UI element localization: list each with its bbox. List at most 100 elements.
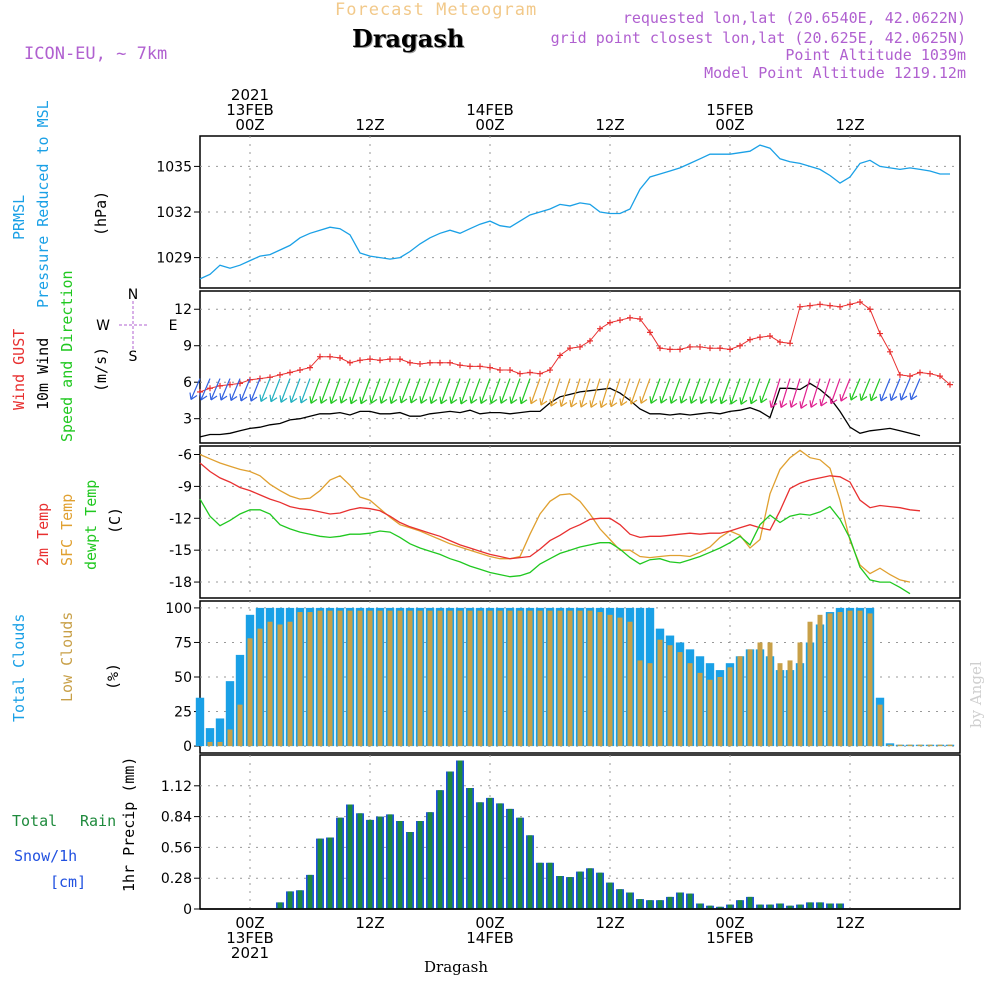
wind-arrowhead: [509, 396, 518, 405]
wind-arrowhead: [459, 396, 468, 405]
wind-direction-arrow: [210, 378, 221, 401]
rain-bar: [607, 882, 613, 909]
wind-gust-marker: [437, 359, 443, 366]
wind-direction-arrow: [430, 378, 441, 404]
wind-arrowhead: [429, 396, 438, 405]
rain-bar: [807, 902, 813, 909]
y-tick-label: -18: [169, 575, 192, 591]
low-cloud-bar: [787, 660, 793, 747]
precip-rain-label: Rain: [80, 812, 117, 830]
y-tick-label: 9: [183, 339, 192, 355]
wind-gust-marker: [857, 298, 863, 305]
rain-bar: [397, 821, 403, 909]
wind-arrowhead: [209, 392, 218, 401]
wind-arrowhead: [489, 396, 498, 405]
low-cloud-bar: [687, 663, 693, 747]
low-cloud-bar: [467, 610, 473, 747]
wind-arrowhead: [379, 396, 388, 404]
wind-direction-arrow: [360, 378, 371, 404]
wind-gust-marker: [337, 354, 343, 361]
low-cloud-bar: [877, 704, 883, 747]
wind-arrowhead: [359, 396, 368, 405]
wind-arrowhead: [909, 392, 918, 401]
wind-arrowhead: [329, 396, 338, 405]
bottom-time-label: 00Z: [475, 914, 504, 932]
low-cloud-bar: [817, 614, 823, 747]
wind-direction-arrow: [790, 378, 801, 408]
low-cloud-bar: [547, 610, 553, 747]
low-cloud-bar: [517, 610, 523, 747]
wind-arrowhead: [309, 396, 318, 404]
wind-direction-arrow: [750, 378, 761, 404]
rain-bar: [767, 904, 773, 909]
rain-bar: [287, 891, 293, 909]
wind-gust-marker: [627, 314, 633, 321]
wind-gust-marker: [557, 352, 563, 359]
rain-bar: [777, 903, 783, 909]
rain-bar: [417, 821, 423, 909]
total-cloud-bar: [205, 728, 215, 747]
wind-gust-marker: [687, 343, 693, 350]
wind-arrowhead: [899, 393, 908, 401]
y-tick-label: 50: [174, 670, 192, 686]
bottom-time-label: 00Z: [235, 914, 264, 932]
wind-direction-arrow: [880, 378, 891, 402]
low-cloud-bar: [377, 610, 383, 747]
wind-gust-marker: [297, 367, 303, 374]
requested-coords: requested lon,lat (20.6540E, 42.0622N): [622, 9, 966, 27]
top-time-label: 00Z: [715, 116, 744, 134]
wind-arrowhead: [839, 394, 848, 402]
wind-arrowhead: [769, 400, 778, 409]
low-cloud-bar: [767, 642, 773, 747]
low-cloud-bar: [237, 704, 243, 747]
total-cloud-bar: [215, 718, 225, 747]
bottom-time-label: 15FEB: [706, 929, 753, 947]
wind-gust-marker: [397, 356, 403, 363]
compass-rose: [119, 301, 147, 349]
wind-arrowhead: [519, 396, 528, 405]
wind-direction-arrow: [510, 378, 521, 404]
wind-direction-arrow: [560, 378, 571, 407]
wind-gust-marker: [757, 334, 763, 341]
wind-gust-marker: [587, 337, 593, 344]
wind-gust-marker: [717, 345, 723, 352]
point-altitude: Point Altitude 1039m: [785, 46, 966, 64]
low-cloud-bar: [867, 613, 873, 747]
wind-arrowhead: [679, 396, 688, 404]
top-time-label: 15FEB: [706, 101, 753, 119]
wind-arrowhead: [439, 396, 448, 405]
wind-arrowhead: [599, 400, 608, 409]
rain-bar: [387, 814, 393, 909]
y-tick-label: 1032: [156, 205, 192, 221]
wind-direction-arrow: [400, 378, 411, 404]
wind-arrowhead: [849, 393, 858, 401]
grid-point-coords: grid point closest lon,lat (20.625E, 42.…: [550, 29, 966, 47]
y-tick-label: 0.56: [161, 840, 192, 856]
wind-arrowhead: [199, 392, 208, 401]
rain-bar: [497, 803, 503, 909]
wind-direction-arrow: [640, 378, 651, 404]
bottom-time-label: 12Z: [595, 914, 624, 932]
wind-direction-arrow: [770, 378, 781, 408]
wind-direction-arrow: [470, 378, 481, 404]
wind-gust-marker: [917, 369, 923, 376]
wind-gust-marker: [447, 359, 453, 366]
wind-gust-marker: [887, 348, 893, 355]
panel-frame: [199, 290, 961, 444]
wind-arrowhead: [299, 395, 308, 404]
wind-arrowhead: [729, 396, 738, 405]
wind-arrowhead: [719, 396, 728, 405]
rain-bar: [377, 816, 383, 909]
wind-arrowhead: [529, 396, 538, 405]
wind-direction-arrow: [530, 378, 541, 404]
wind-gust-marker: [277, 371, 283, 378]
low-cloud-bar: [947, 744, 953, 747]
low-cloud-bar: [367, 610, 373, 747]
low-cloud-bar: [697, 672, 703, 747]
model-altitude: Model Point Altitude 1219.12m: [704, 64, 966, 82]
wind-gust-marker: [707, 345, 713, 352]
wind-direction-arrow: [570, 378, 581, 408]
rain-bar: [567, 877, 573, 909]
rain-bar: [557, 876, 563, 909]
rain-bar: [637, 899, 643, 909]
